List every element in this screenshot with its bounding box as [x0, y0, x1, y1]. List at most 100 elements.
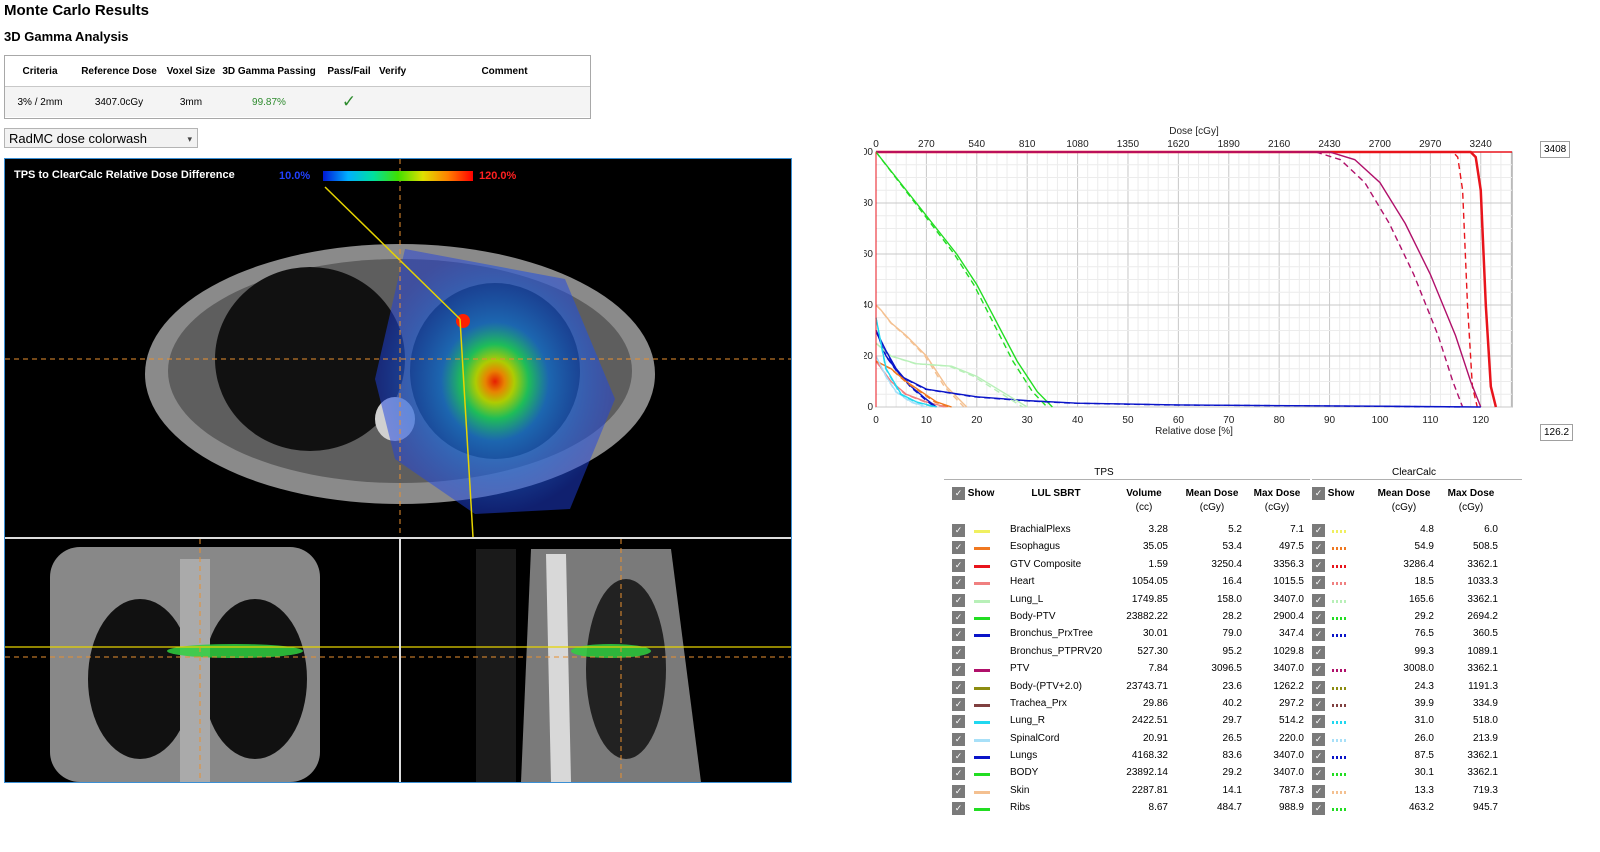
cc-color-swatch: [1332, 721, 1348, 725]
show-cc-checkbox[interactable]: ✓: [1312, 663, 1325, 677]
group-clearcalc: ClearCalc: [1392, 467, 1436, 478]
show-checkbox[interactable]: ✓: [952, 767, 965, 781]
table-row[interactable]: ✓ Skin 2287.81 14.1 787.3 ✓ 13.3 719.3: [944, 783, 1522, 800]
show-cc-checkbox[interactable]: ✓: [1312, 524, 1325, 537]
cc-max-dose-value: 334.9: [1472, 697, 1498, 709]
chevron-down-icon: ▾: [187, 134, 192, 144]
y-tick-label: 20: [864, 351, 873, 362]
cc-mean-dose-value: 30.1: [1414, 767, 1434, 779]
show-checkbox[interactable]: ✓: [952, 610, 965, 624]
dvh-series-tps: [875, 342, 1028, 408]
table-row[interactable]: ✓ Body-(PTV+2.0) 23743.71 23.6 1262.2 ✓ 24.3 11…: [944, 679, 1522, 696]
show-checkbox[interactable]: ✓: [952, 524, 965, 537]
table-row[interactable]: ✓ Ribs 8.67 484.7 988.9 ✓ 463.2 945.7: [944, 800, 1522, 817]
table-row[interactable]: ✓ Lung_R 2422.51 29.7 514.2 ✓ 31.0 518.0: [944, 713, 1522, 730]
table-row[interactable]: ✓ Esophagus 35.05 53.4 497.5 ✓ 54.9 508.5: [944, 539, 1522, 556]
axial-view[interactable]: [5, 159, 791, 537]
show-checkbox[interactable]: ✓: [952, 576, 965, 590]
show-checkbox[interactable]: ✓: [952, 645, 965, 659]
colorwash-dropdown[interactable]: RadMC dose colorwash ▾: [4, 128, 198, 148]
show-checkbox[interactable]: ✓: [952, 750, 965, 764]
show-all-cc-checkbox[interactable]: ✓: [1312, 487, 1325, 500]
col-comment: Comment: [481, 65, 528, 77]
show-cc-checkbox[interactable]: ✓: [1312, 576, 1325, 590]
show-cc-checkbox[interactable]: ✓: [1312, 715, 1325, 729]
x-tick-label: 120: [1472, 415, 1489, 426]
cc-mean-dose-value: 39.9: [1414, 697, 1434, 709]
colorbar: [323, 171, 473, 181]
table-row[interactable]: ✓ GTV Composite 1.59 3250.4 3356.3 ✓ 3286.4 336…: [944, 557, 1522, 574]
table-row[interactable]: ✓ Bronchus_PTPRV20 527.30 95.2 1029.8 ✓ 99.3 10…: [944, 644, 1522, 661]
show-checkbox[interactable]: ✓: [952, 732, 965, 746]
structure-name: Heart: [1010, 576, 1035, 588]
volume-value: 8.67: [1148, 802, 1168, 814]
show-checkbox[interactable]: ✓: [952, 593, 965, 607]
show-checkbox[interactable]: ✓: [952, 628, 965, 642]
volume-value: 23743.71: [1126, 680, 1168, 692]
col-voxel-size: Voxel Size: [166, 65, 216, 77]
sagittal-view[interactable]: [401, 539, 791, 782]
show-cc-checkbox[interactable]: ✓: [1312, 750, 1325, 764]
voxel-size-value: 3mm: [163, 86, 219, 117]
show-cc-checkbox[interactable]: ✓: [1312, 680, 1325, 694]
table-row[interactable]: ✓ BrachialPlexs 3.28 5.2 7.1 ✓ 4.8 6.0: [944, 522, 1522, 539]
table-row[interactable]: ✓ Heart 1054.05 16.4 1015.5 ✓ 18.5 1033.3: [944, 574, 1522, 591]
dose-viewer[interactable]: TPS to ClearCalc Relative Dose Differenc…: [4, 158, 792, 783]
max-dose-value: 787.3: [1278, 784, 1304, 796]
cc-color-swatch: [1332, 582, 1348, 586]
volume-value: 1749.85: [1131, 593, 1168, 605]
dvh-series-clearcalc: [875, 317, 935, 408]
show-cc-checkbox[interactable]: ✓: [1312, 610, 1325, 624]
table-row[interactable]: ✓ PTV 7.84 3096.5 3407.0 ✓ 3008.0 3362.1: [944, 661, 1522, 678]
structure-name: Lungs: [1010, 750, 1038, 762]
show-cc-checkbox[interactable]: ✓: [1312, 645, 1325, 659]
dvh-plot[interactable]: 0 10 20 30 40 50 60 70 80 90 100 110 120 0 270 540 810 10…: [842, 124, 1594, 454]
dose-end-field[interactable]: 3408: [1540, 141, 1571, 158]
show-checkbox[interactable]: ✓: [952, 715, 965, 729]
cc-color-swatch: [1332, 651, 1348, 655]
show-cc-checkbox[interactable]: ✓: [1312, 767, 1325, 781]
relative-end-field[interactable]: 126.2: [1540, 424, 1574, 441]
cc-mean-dose-value: 29.2: [1414, 610, 1434, 622]
dvh-chart[interactable]: 0 10 20 30 40 50 60 70 80 90 100 110 120 0 270 540 810 10…: [842, 124, 1594, 454]
table-row[interactable]: ✓ SpinalCord 20.91 26.5 220.0 ✓ 26.0 213.9: [944, 731, 1522, 748]
table-row[interactable]: ✓ Trachea_Prx 29.86 40.2 297.2 ✓ 39.9 334.9: [944, 696, 1522, 713]
show-cc-checkbox[interactable]: ✓: [1312, 628, 1325, 642]
verify-cell[interactable]: [379, 86, 419, 117]
show-all-checkbox[interactable]: ✓: [952, 487, 965, 500]
show-checkbox[interactable]: ✓: [952, 541, 965, 555]
structure-color-swatch: [974, 686, 990, 690]
x-tick-label: 110: [1422, 415, 1438, 426]
table-row[interactable]: ✓ BODY 23892.14 29.2 3407.0 ✓ 30.1 3362.1: [944, 765, 1522, 782]
structure-color-swatch: [974, 669, 990, 673]
show-cc-checkbox[interactable]: ✓: [1312, 558, 1325, 572]
gamma-result-row[interactable]: 3% / 2mm 3407.0cGy 3mm 99.87% ✓: [5, 86, 590, 117]
top-tick-label: 1890: [1218, 139, 1241, 150]
structure-color-swatch: [974, 616, 990, 620]
col-gamma-passing: 3D Gamma Passing: [222, 65, 316, 77]
coronal-view[interactable]: [5, 539, 399, 782]
show-cc-checkbox[interactable]: ✓: [1312, 732, 1325, 746]
table-row[interactable]: ✓ Bronchus_PrxTree 30.01 79.0 347.4 ✓ 76.5 360.…: [944, 626, 1522, 643]
table-row[interactable]: ✓ Lungs 4168.32 83.6 3407.0 ✓ 87.5 3362.1: [944, 748, 1522, 765]
show-cc-checkbox[interactable]: ✓: [1312, 541, 1325, 555]
show-cc-checkbox[interactable]: ✓: [1312, 697, 1325, 711]
show-cc-checkbox[interactable]: ✓: [1312, 784, 1325, 798]
show-cc-checkbox[interactable]: ✓: [1312, 802, 1325, 816]
header-show-cc: ✓ Show: [1312, 487, 1372, 501]
show-checkbox[interactable]: ✓: [952, 802, 965, 816]
show-checkbox[interactable]: ✓: [952, 663, 965, 677]
show-checkbox[interactable]: ✓: [952, 784, 965, 798]
dvh-series-clearcalc: [875, 330, 936, 408]
y-tick-label: 80: [864, 198, 873, 209]
table-row[interactable]: ✓ Body-PTV 23882.22 28.2 2900.4 ✓ 29.2 2694.2: [944, 609, 1522, 626]
dvh-series-clearcalc: [875, 355, 926, 408]
gamma-passing-value: 99.87%: [219, 86, 319, 117]
show-checkbox[interactable]: ✓: [952, 697, 965, 711]
comment-cell[interactable]: [419, 86, 590, 117]
table-row[interactable]: ✓ Lung_L 1749.85 158.0 3407.0 ✓ 165.6 3362.1: [944, 592, 1522, 609]
show-checkbox[interactable]: ✓: [952, 680, 965, 694]
show-cc-checkbox[interactable]: ✓: [1312, 593, 1325, 607]
mean-dose-value: 23.6: [1222, 680, 1242, 692]
show-checkbox[interactable]: ✓: [952, 558, 965, 572]
